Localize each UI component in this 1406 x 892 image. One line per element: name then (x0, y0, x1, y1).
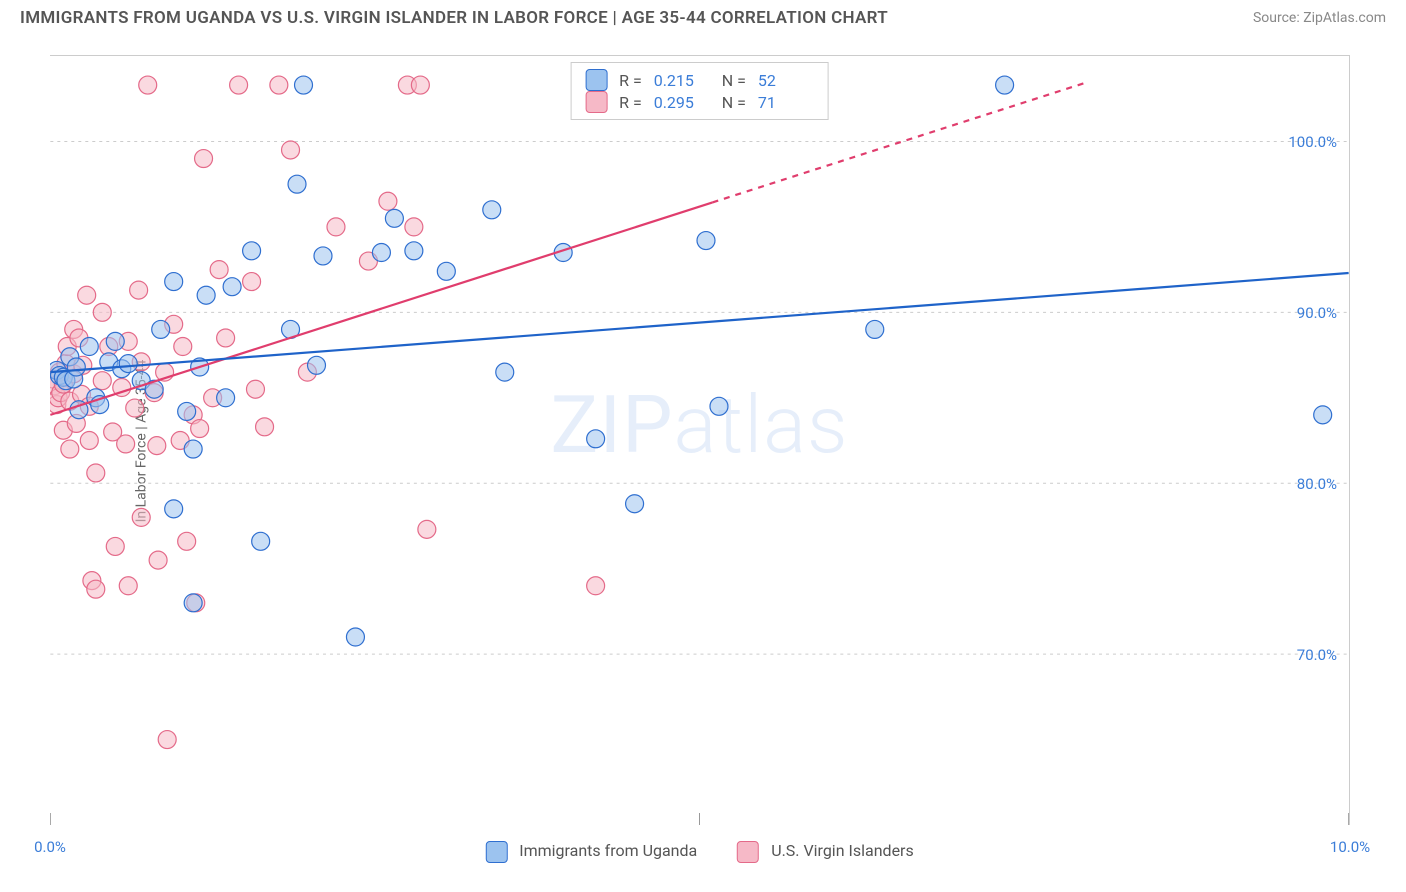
legend-correlation: R = 0.215 N = 52 R = 0.295 N = 71 (570, 62, 829, 120)
r-label: R = (619, 93, 642, 112)
y-tick-label: 90.0% (1297, 304, 1337, 322)
legend-label-pink: U.S. Virgin Islanders (771, 841, 914, 860)
r-value-pink: 0.295 (654, 93, 710, 112)
x-tick-label: 10.0% (1330, 838, 1370, 856)
legend-swatch-pink (737, 841, 759, 863)
legend-item-pink: U.S. Virgin Islanders (737, 841, 914, 863)
source-label: Source: ZipAtlas.com (1253, 10, 1386, 26)
x-tick-label: 0.0% (34, 838, 66, 856)
legend-swatch-blue (585, 69, 607, 91)
y-tick-label: 70.0% (1297, 646, 1337, 664)
legend-row-pink: R = 0.295 N = 71 (585, 91, 814, 113)
n-label: N = (722, 93, 746, 112)
r-label: R = (619, 71, 642, 90)
scatter-plot: In Labor Force | Age 35-44 ZIPatlas R = … (50, 55, 1350, 825)
n-label: N = (722, 71, 746, 90)
legend-label-blue: Immigrants from Uganda (519, 841, 697, 860)
y-tick-label: 100.0% (1288, 133, 1337, 151)
title-bar: IMMIGRANTS FROM UGANDA VS U.S. VIRGIN IS… (0, 0, 1406, 40)
legend-series: Immigrants from Uganda U.S. Virgin Islan… (485, 841, 913, 863)
legend-row-blue: R = 0.215 N = 52 (585, 69, 814, 91)
plot-svg (50, 56, 1349, 825)
n-value-pink: 71 (758, 93, 814, 112)
legend-swatch-pink (585, 91, 607, 113)
y-tick-label: 80.0% (1297, 475, 1337, 493)
legend-item-blue: Immigrants from Uganda (485, 841, 697, 863)
chart-title: IMMIGRANTS FROM UGANDA VS U.S. VIRGIN IS… (20, 8, 888, 28)
r-value-blue: 0.215 (654, 71, 710, 90)
legend-swatch-blue (485, 841, 507, 863)
n-value-blue: 52 (758, 71, 814, 90)
